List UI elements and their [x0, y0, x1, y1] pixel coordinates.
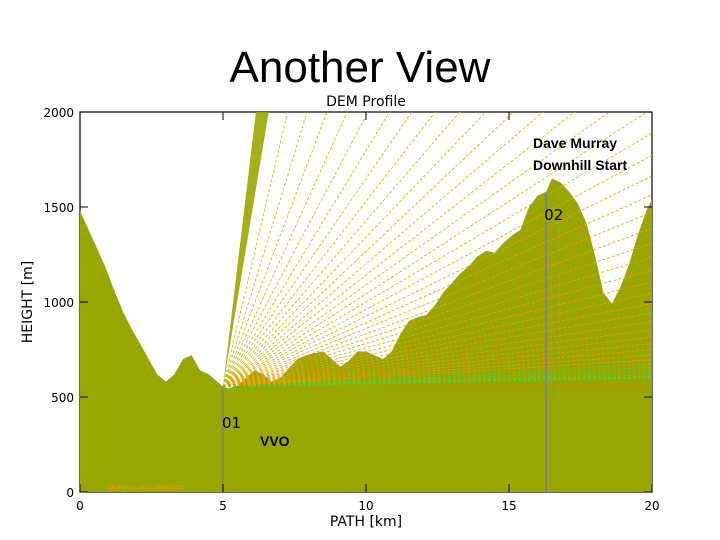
x-tick-label: 0 [76, 499, 84, 513]
sight-ray [222, 377, 652, 387]
sight-ray [222, 112, 288, 387]
vvo-label: VVO [260, 433, 290, 449]
observer-02-label: 02 [544, 206, 563, 224]
sight-ray [222, 256, 652, 387]
y-tick-label: 1000 [43, 296, 74, 310]
sight-ray [222, 242, 652, 387]
y-tick-label: 0 [66, 486, 74, 500]
sight-ray [222, 132, 652, 387]
y-tick-label: 2000 [43, 106, 74, 120]
x-tick-label: 15 [501, 499, 516, 513]
y-axis-label: HEIGHT [m] [20, 261, 36, 343]
sight-ray [222, 303, 652, 387]
dense-ray-wedge [223, 112, 269, 387]
downhill-start-label: Downhill Start [533, 157, 627, 173]
sight-ray [222, 112, 648, 387]
idl-footer-note: IDL Mon Jun 16 11:38:00 2003 [108, 485, 184, 491]
sight-ray [222, 329, 652, 387]
sight-ray [222, 349, 652, 387]
x-tick-label: 10 [358, 499, 373, 513]
x-axis-label: PATH [km] [330, 514, 402, 530]
x-tick-label: 20 [644, 499, 659, 513]
dave-murray-label: Dave Murray [533, 135, 617, 151]
sight-ray [222, 367, 652, 387]
sight-ray [222, 370, 652, 387]
y-tick-label: 500 [51, 391, 74, 405]
y-tick-label: 1500 [43, 201, 74, 215]
sight-ray [222, 112, 369, 387]
chart-title: DEM Profile [326, 94, 406, 110]
observer-01-label: 01 [222, 414, 241, 432]
sight-ray [222, 112, 514, 387]
sight-ray [222, 269, 652, 387]
sight-ray [222, 112, 328, 387]
sight-ray [222, 154, 652, 387]
slide-title: Another View [229, 43, 491, 92]
sight-ray [222, 354, 652, 387]
sight-ray [222, 281, 652, 387]
x-tick-label: 5 [219, 499, 227, 513]
sight-ray [222, 112, 413, 387]
